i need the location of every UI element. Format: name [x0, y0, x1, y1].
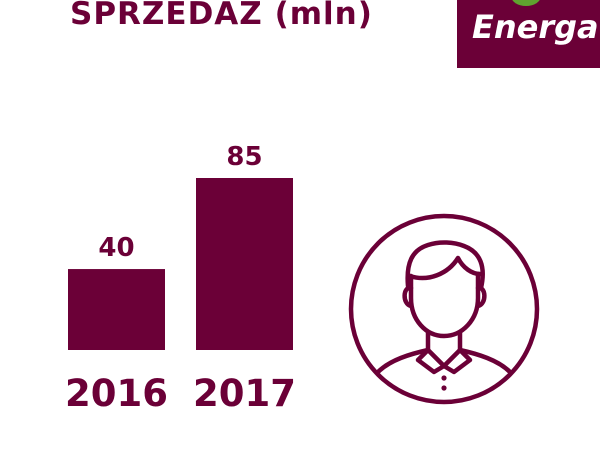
title-main: SPRZEDAŻ [70, 0, 263, 32]
energa-logo: Energa [457, 0, 600, 68]
data-label-2017: 85 [226, 142, 262, 172]
logo-brand-text: Energa [472, 8, 599, 46]
person-avatar-icon [348, 213, 540, 405]
category-label-2017: 2017 [193, 372, 296, 415]
logo-leaf-icon [511, 0, 541, 6]
bar-2016 [68, 269, 165, 350]
category-label-2016: 2016 [65, 372, 168, 415]
chart-title: SPRZEDAŻ (mln) [70, 0, 373, 32]
bar-2017 [196, 178, 293, 350]
data-label-2016: 40 [98, 233, 134, 263]
title-unit: (mln) [274, 0, 373, 32]
